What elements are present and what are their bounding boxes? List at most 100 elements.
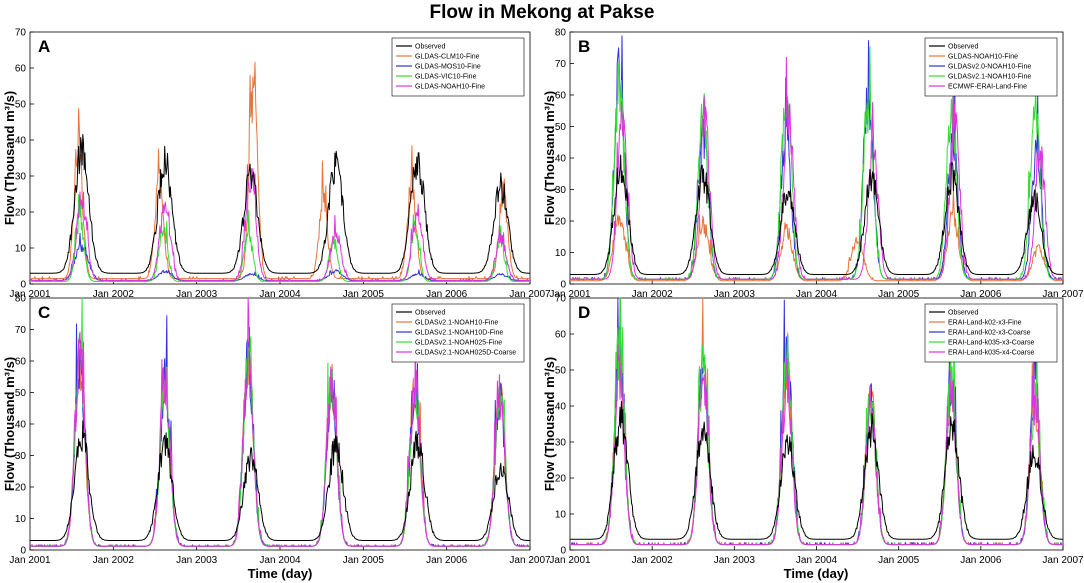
panel-d-legend-entry: Observed	[948, 310, 978, 317]
panel-a-ytick-label: 20	[15, 208, 27, 219]
panel-d-letter: D	[578, 303, 590, 322]
panel-b-ytick-label: 10	[555, 248, 567, 259]
panel-b-series-line	[570, 154, 1063, 275]
panel-b-xtick-label: Jan 2007	[1042, 289, 1084, 300]
panel-c-xtick-label: Jan 2003	[176, 555, 218, 566]
panel-c-xlabel: Time (day)	[248, 566, 313, 581]
panel-c-legend-entry: GLDASv2.1-NOAH025-Fine	[415, 340, 502, 347]
panel-a-xtick-label: Jan 2003	[176, 289, 218, 300]
panel-d-ytick-label: 50	[555, 366, 567, 377]
panel-a-legend-entry: GLDAS-MOS10-Fine	[415, 64, 481, 71]
panel-a-legend-entry: Observed	[415, 44, 445, 51]
panel-c-xtick-label: Jan 2001	[9, 555, 51, 566]
panel-a-legend-entry: GLDAS-NOAH10-Fine	[415, 84, 485, 91]
panel-b-letter: B	[578, 37, 590, 56]
panel-a-legend-entry: GLDAS-CLM10-Fine	[415, 54, 480, 61]
panel-a-xtick-label: Jan 2001	[9, 289, 51, 300]
panel-b-ytick-label: 50	[555, 122, 567, 133]
panel-a-ytick-label: 0	[20, 280, 26, 291]
panel-b-xtick-label: Jan 2002	[632, 289, 674, 300]
panel-a-xtick-label: Jan 2005	[343, 289, 385, 300]
panel-d-ytick-label: 60	[555, 330, 567, 341]
panel-a-series-line	[30, 61, 530, 280]
panel-b-legend-entry: Observed	[948, 44, 978, 51]
panel-b-xtick-label: Jan 2004	[796, 289, 838, 300]
panel-b-ytick-label: 20	[555, 217, 567, 228]
panel-c-xtick-label: Jan 2005	[343, 555, 385, 566]
panel-d-legend-entry: ERAI-Land-k035-x4-Coarse	[948, 350, 1034, 357]
panel-d-ytick-label: 70	[555, 294, 567, 305]
panel-b-ytick-label: 30	[555, 185, 567, 196]
panel-d-xtick-label: Jan 2002	[632, 555, 674, 566]
panel-c-xtick-label: Jan 2004	[259, 555, 301, 566]
panel-d-ylabel: Flow (Thousand m³/s)	[542, 357, 557, 491]
panel-d-xtick-label: Jan 2003	[714, 555, 756, 566]
panel-d-legend-box	[924, 303, 1058, 363]
panel-d-legend-entry: ERAI-Land-k02-x3-Coarse	[948, 330, 1031, 337]
panel-b-series-line	[570, 190, 1063, 282]
panel-c-xtick-label: Jan 2007	[509, 555, 551, 566]
panel-a-xtick-label: Jan 2004	[259, 289, 301, 300]
panel-d-xtick-label: Jan 2004	[796, 555, 838, 566]
panel-a-series-line	[30, 194, 530, 282]
panel-b-xtick-label: Jan 2003	[714, 289, 756, 300]
panel-a-xtick-label: Jan 2006	[426, 289, 468, 300]
panel-d-ytick-label: 20	[555, 474, 567, 485]
panel-b-ytick-label: 80	[555, 28, 567, 39]
panel-d-ytick-label: 10	[555, 510, 567, 521]
panel-a-ytick-label: 40	[15, 136, 27, 147]
panel-a-ytick-label: 10	[15, 244, 27, 255]
panel-c-series-line	[30, 297, 530, 547]
panel-d-xtick-label: Jan 2005	[878, 555, 920, 566]
panel-a-letter: A	[38, 37, 50, 56]
panel-d-ytick-label: 40	[555, 402, 567, 413]
panel-c-series-line	[30, 420, 530, 541]
panel-b-xtick-label: Jan 2001	[549, 289, 591, 300]
panel-b-legend-entry: ECMWF-ERAI-Land-Fine	[948, 84, 1027, 91]
panel-b-xtick-label: Jan 2005	[878, 289, 920, 300]
panel-a-xtick-label: Jan 2002	[93, 289, 135, 300]
panel-b: 0 10 20 30 40 50 60 70 80 Jan 2001 Jan 2002 Jan 200…	[542, 28, 1084, 301]
panel-a-legend-entry: GLDAS-VIC10-Fine	[415, 74, 477, 81]
panel-d-xtick-label: Jan 2006	[960, 555, 1002, 566]
panel-a-xtick-label: Jan 2007	[509, 289, 551, 300]
panel-d-legend-entry: ERAI-Land-k035-x3-Coarse	[948, 340, 1034, 347]
panel-d-xtick-label: Jan 2001	[549, 555, 591, 566]
panel-d-xlabel: Time (day)	[784, 566, 849, 581]
panel-c-legend-entry: GLDASv2.1-NOAH10-Fine	[415, 320, 498, 327]
panel-d-ytick-label: 30	[555, 438, 567, 449]
panel-d-xtick-label: Jan 2007	[1042, 555, 1084, 566]
panel-a-ytick-label: 30	[15, 172, 27, 183]
panel-c-ytick-label: 20	[15, 483, 27, 494]
panel-c-ytick-label: 50	[15, 388, 27, 399]
panel-c-ytick-label: 80	[15, 294, 27, 305]
panel-d-series-line	[570, 334, 1063, 546]
panel-b-ytick-label: 0	[560, 280, 566, 291]
panel-c-ytick-label: 30	[15, 451, 27, 462]
panel-c-ylabel: Flow (Thousand m³/s)	[2, 357, 17, 491]
panel-b-ytick-label: 60	[555, 91, 567, 102]
panel-c-letter: C	[38, 303, 50, 322]
panel-a-ytick-label: 50	[15, 100, 27, 111]
panel-b-xtick-label: Jan 2006	[960, 289, 1002, 300]
panel-c-ytick-label: 10	[15, 514, 27, 525]
panel-d: 0 10 20 30 40 50 60 70 Jan 2001 Jan 2002 Jan 2003 J…	[542, 294, 1084, 582]
panel-a-ylabel: Flow (Thousand m³/s)	[2, 91, 17, 225]
panel-a-legend-box	[391, 37, 525, 97]
panel-b-legend-entry: GLDASv2.1-NOAH10-Fine	[948, 74, 1031, 81]
panel-c-ytick-label: 0	[20, 546, 26, 557]
panel-c-ytick-label: 70	[15, 325, 27, 336]
panel-b-legend-box	[924, 37, 1058, 97]
panel-c-xtick-label: Jan 2002	[93, 555, 135, 566]
panel-b-legend-entry: GLDASv2.0-NOAH10-Fine	[948, 64, 1031, 71]
panel-a-ytick-label: 60	[15, 64, 27, 75]
panel-c-ytick-label: 60	[15, 357, 27, 368]
panel-b-ylabel: Flow (Thousand m³/s)	[542, 91, 557, 225]
panel-b-series-line	[570, 56, 1063, 280]
panel-a-series-line	[30, 164, 530, 281]
figure-title: Flow in Mekong at Pakse	[430, 2, 655, 23]
panel-b-ytick-label: 40	[555, 154, 567, 165]
panel-c-legend-entry: GLDASv2.1-NOAH10D-Fine	[415, 330, 503, 337]
panel-c-legend-entry: Observed	[415, 310, 445, 317]
panel-c-legend-entry: GLDASv2.1-NOAH025D-Coarse	[415, 350, 516, 357]
